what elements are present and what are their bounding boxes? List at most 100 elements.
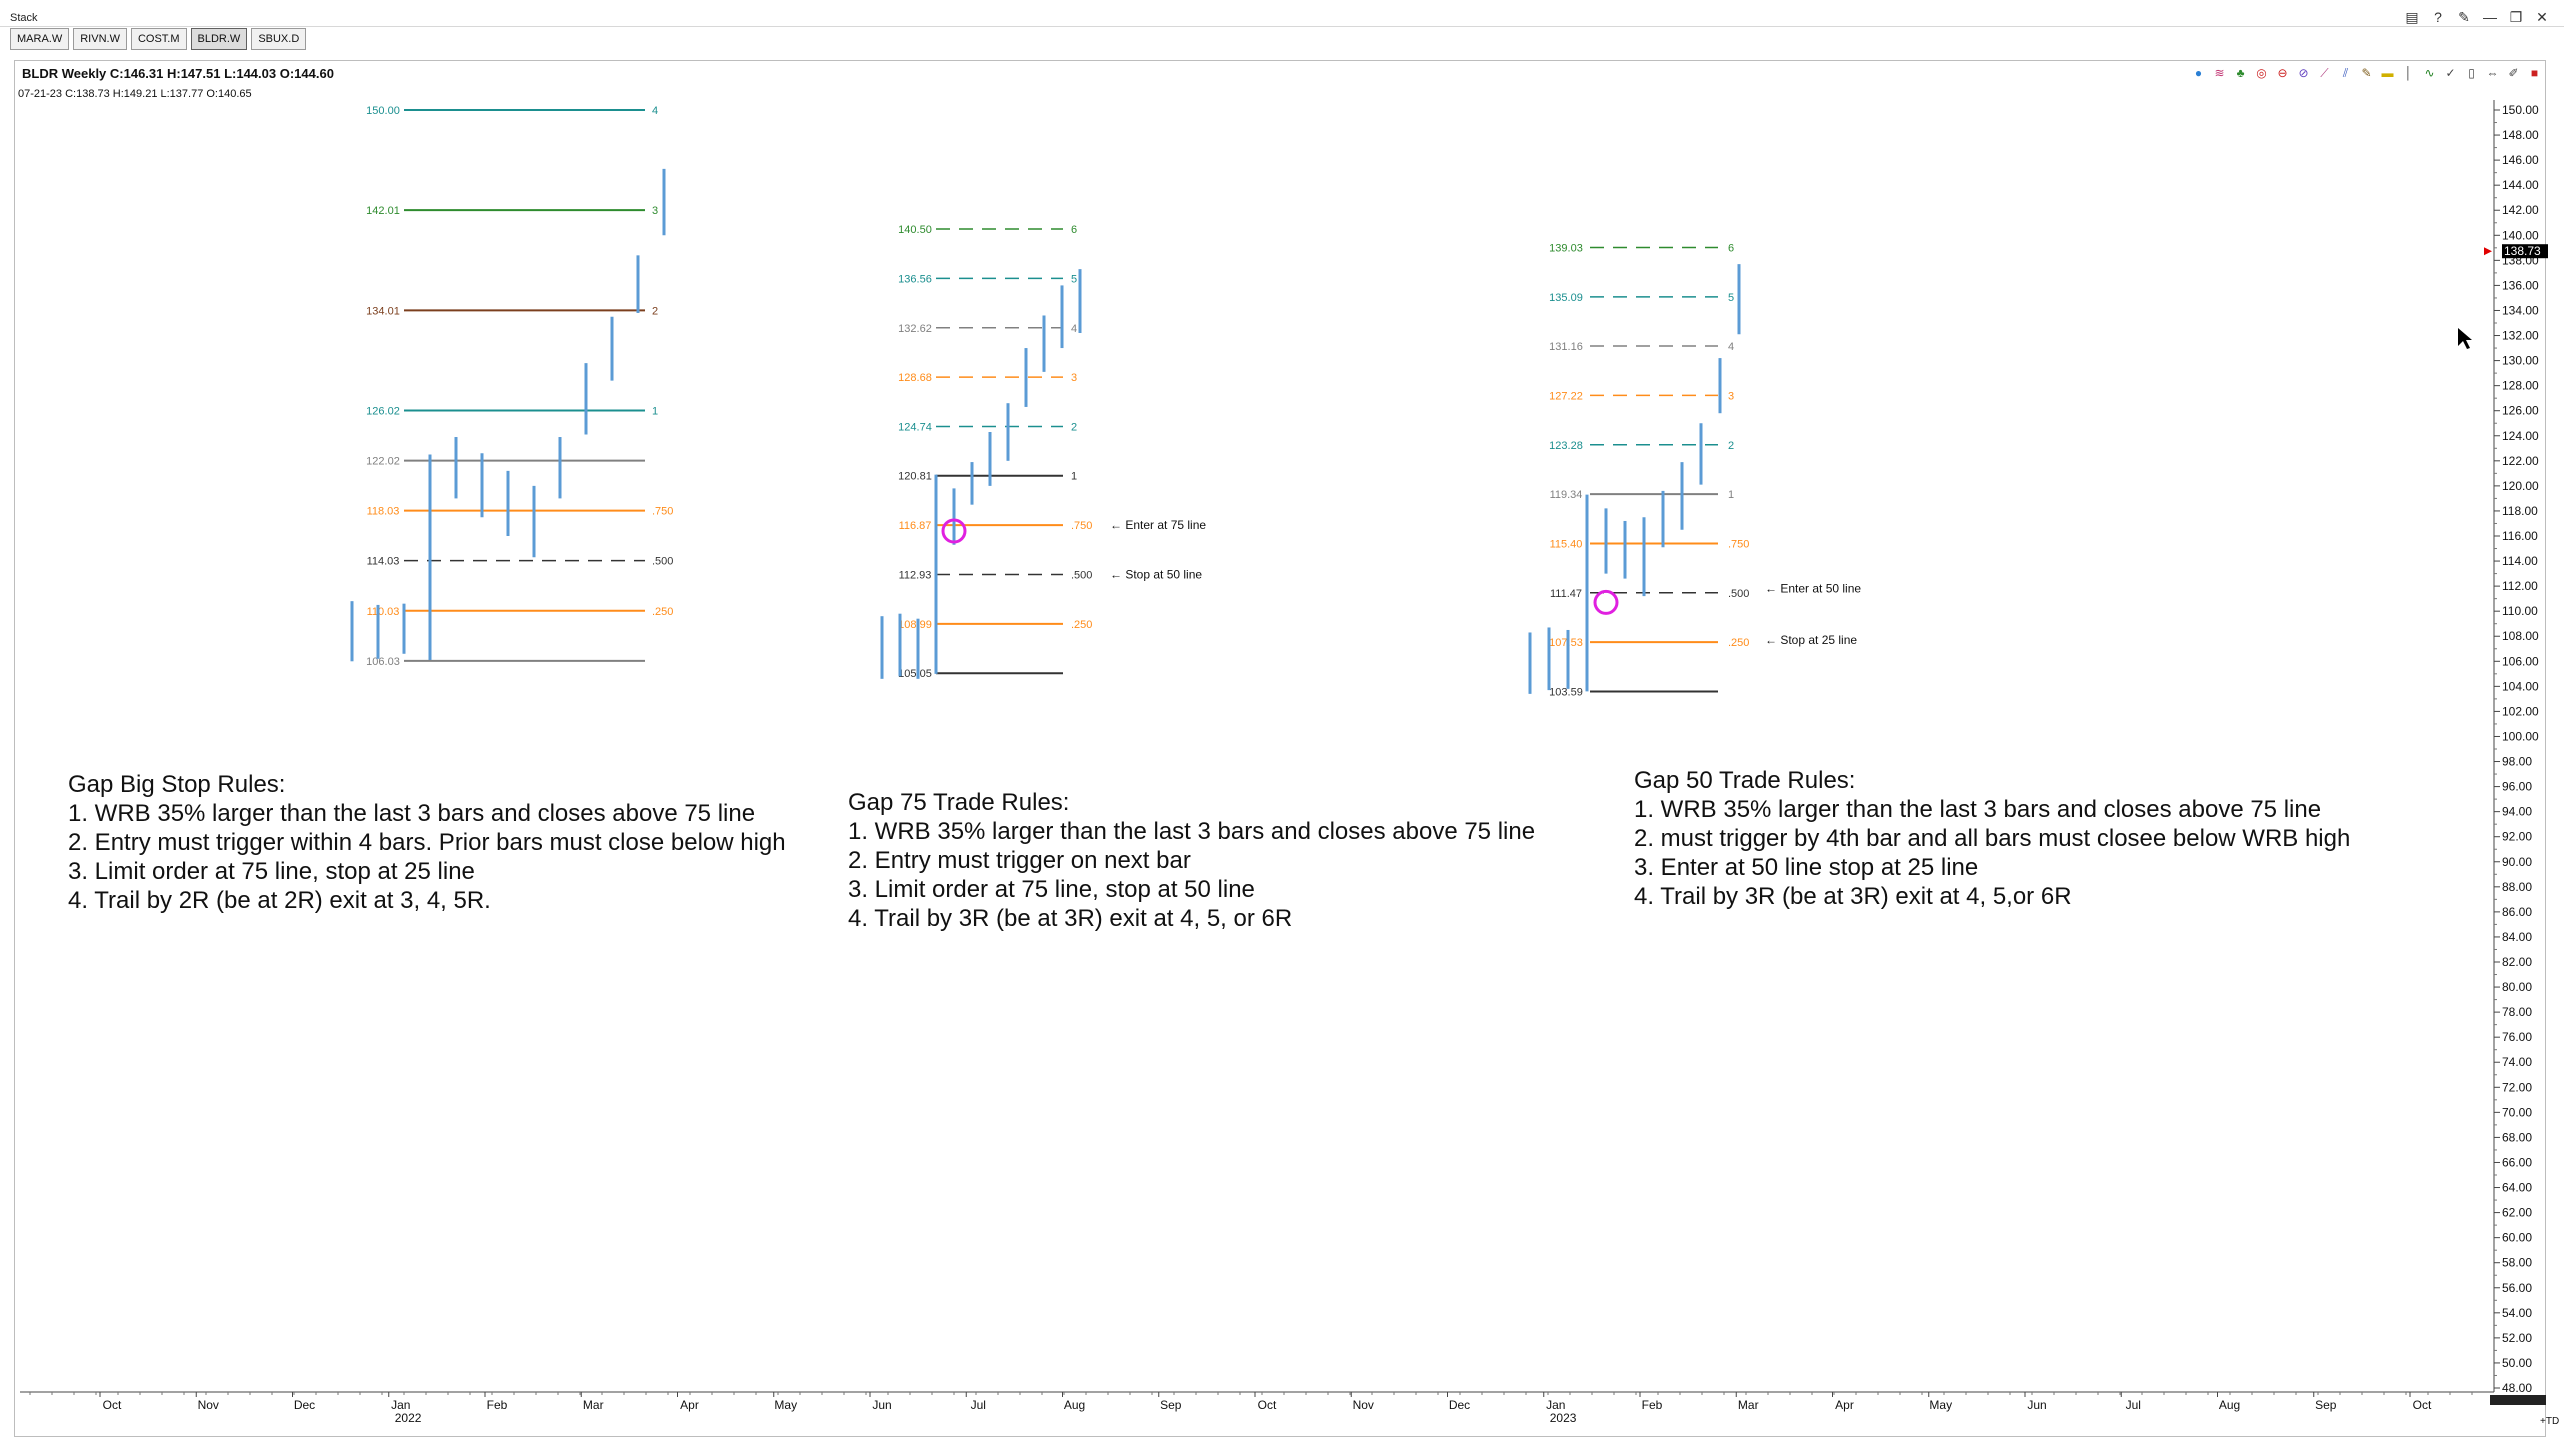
trade-annotation: ← Stop at 50 line <box>1110 567 1202 581</box>
x-tick-label: Oct <box>1258 1398 1277 1412</box>
last-price-label: 138.73 <box>2504 244 2541 258</box>
y-tick-label: 76.00 <box>2502 1030 2532 1044</box>
y-tick-label: 98.00 <box>2502 755 2532 769</box>
scroll-bar-handle[interactable] <box>2490 1395 2546 1405</box>
last-price-arrow-icon <box>2484 247 2492 256</box>
pen-icon[interactable]: ✐ <box>2508 66 2519 80</box>
close-button[interactable]: ✕ <box>2536 9 2548 25</box>
vertical-line-icon[interactable]: │ <box>2404 66 2413 80</box>
y-tick-label: 48.00 <box>2502 1381 2532 1395</box>
rectangle-icon[interactable]: ▬ <box>2381 66 2394 80</box>
help-icon[interactable]: ? <box>2434 9 2442 25</box>
x-year-label: 2023 <box>1550 1411 1577 1425</box>
zigzag-icon[interactable]: ∿ <box>2424 66 2435 80</box>
fib-level-tag: 2 <box>1071 421 1077 433</box>
capsule-icon[interactable]: ▯ <box>2468 66 2475 80</box>
y-tick-label: 148.00 <box>2502 128 2539 142</box>
layout-icon[interactable]: ▤ <box>2405 9 2419 25</box>
tab-sbux[interactable]: SBUX.D <box>251 28 307 50</box>
y-tick-label: 106.00 <box>2502 654 2539 668</box>
chart-header-quote: BLDR Weekly C:146.31 H:147.51 L:144.03 O… <box>22 66 334 81</box>
x-tick-label: Sep <box>1160 1398 1182 1412</box>
x-tick-label: Oct <box>103 1398 122 1412</box>
y-tick-label: 94.00 <box>2502 805 2532 819</box>
fib-level-price-label: 106.03 <box>366 656 400 668</box>
circle-slash-icon[interactable]: ⊘ <box>2298 66 2309 80</box>
x-tick-label: Oct <box>2413 1398 2432 1412</box>
fib-level-price-label: 123.28 <box>1549 440 1583 452</box>
tab-mara[interactable]: MARA.W <box>10 28 70 50</box>
minimize-button[interactable]: — <box>2483 9 2497 25</box>
fib-level-price-label: 110.03 <box>367 606 400 618</box>
rules-line: 3. Enter at 50 line stop at 25 line <box>1634 854 1979 881</box>
fib-level-price-label: 107.53 <box>1549 637 1583 649</box>
y-tick-label: 50.00 <box>2502 1356 2532 1370</box>
fib-level-price-label: 139.03 <box>1549 242 1583 254</box>
x-tick-label: May <box>774 1398 797 1412</box>
y-tick-label: 114.00 <box>2502 554 2538 568</box>
fib-level-price-label: 131.16 <box>1549 341 1583 353</box>
y-tick-label: 90.00 <box>2502 855 2532 869</box>
y-tick-label: 96.00 <box>2502 780 2532 794</box>
x-tick-label: Feb <box>487 1398 508 1412</box>
y-tick-label: 122.00 <box>2502 454 2539 468</box>
fib-level-tag: .500 <box>652 556 673 568</box>
wave-icon[interactable]: ≋ <box>2214 66 2225 80</box>
fib-level-tag: 4 <box>1071 323 1077 335</box>
y-tick-label: 140.00 <box>2502 228 2539 242</box>
tab-bldr[interactable]: BLDR.W <box>190 28 248 50</box>
y-tick-label: 56.00 <box>2502 1281 2532 1295</box>
fib-level-price-label: 122.02 <box>366 456 400 468</box>
rules-title: Gap 50 Trade Rules: <box>1634 767 1856 794</box>
tab-rivn[interactable]: RIVN.W <box>73 28 127 50</box>
y-tick-label: 86.00 <box>2502 905 2532 919</box>
fib-level-price-label: 111.47 <box>1550 588 1582 600</box>
fib-level-price-label: 150.00 <box>366 105 400 117</box>
double-line-icon[interactable]: ⫽ <box>2342 66 2349 80</box>
y-tick-label: 116.00 <box>2502 529 2538 543</box>
fib-level-price-label: 140.50 <box>898 224 932 236</box>
pencil-icon[interactable]: ✎ <box>2361 66 2372 80</box>
ring-icon[interactable]: ◎ <box>2256 66 2267 80</box>
square-icon[interactable]: ■ <box>2530 66 2539 80</box>
y-tick-label: 66.00 <box>2502 1155 2532 1169</box>
y-tick-label: 102.00 <box>2502 704 2539 718</box>
rules-line: 4. Trail by 3R (be at 3R) exit at 4, 5, … <box>848 905 1293 932</box>
x-tick-label: Jan <box>1546 1398 1565 1412</box>
symbol-tabs: MARA.W RIVN.W COST.M BLDR.W SBUX.D <box>10 28 307 50</box>
y-tick-label: 80.00 <box>2502 980 2532 994</box>
color-drop-icon[interactable]: ● <box>2194 66 2203 80</box>
tab-cost[interactable]: COST.M <box>130 28 187 50</box>
x-tick-label: Mar <box>583 1398 604 1412</box>
window-controls: ▤ ? ✎ — ❐ ✕ <box>2404 9 2550 25</box>
rules-line: 2. Entry must trigger on next bar <box>848 847 1191 874</box>
fib-level-price-label: 105.05 <box>898 668 932 680</box>
fib-level-price-label: 142.01 <box>366 205 400 217</box>
fib-level-price-label: 126.02 <box>366 405 400 417</box>
rules-line: 2. Entry must trigger within 4 bars. Pri… <box>68 829 786 856</box>
fib-level-tag: 1 <box>652 405 658 417</box>
fib-level-tag: .750 <box>1728 539 1749 551</box>
fib-level-tag: 3 <box>1728 390 1734 402</box>
diagonal-icon[interactable]: ⟋ <box>2320 66 2329 80</box>
arrows-icon[interactable]: ⇔ <box>2486 66 2499 80</box>
fib-level-tag: 5 <box>1071 273 1077 285</box>
fib-level-price-label: 127.22 <box>1549 390 1583 402</box>
x-year-label: 2022 <box>395 1411 422 1425</box>
y-tick-label: 64.00 <box>2502 1181 2532 1195</box>
y-tick-label: 144.00 <box>2502 178 2539 192</box>
y-tick-label: 88.00 <box>2502 880 2532 894</box>
edit-icon[interactable]: ✎ <box>2458 9 2470 25</box>
fib-level-tag: 3 <box>1071 372 1077 384</box>
tree-icon[interactable]: ♣ <box>2236 66 2245 80</box>
entry-circle-marker <box>941 518 967 544</box>
circle-cross-icon[interactable]: ⊖ <box>2277 66 2288 80</box>
y-tick-label: 128.00 <box>2502 379 2539 393</box>
restore-button[interactable]: ❐ <box>2509 9 2523 25</box>
mouse-cursor-icon <box>2458 328 2472 349</box>
fib-level-price-label: 134.01 <box>366 305 400 317</box>
checkmark-icon[interactable]: ✓ <box>2445 66 2456 80</box>
y-tick-label: 108.00 <box>2502 629 2539 643</box>
trade-annotation: ← Enter at 50 line <box>1765 582 1861 596</box>
